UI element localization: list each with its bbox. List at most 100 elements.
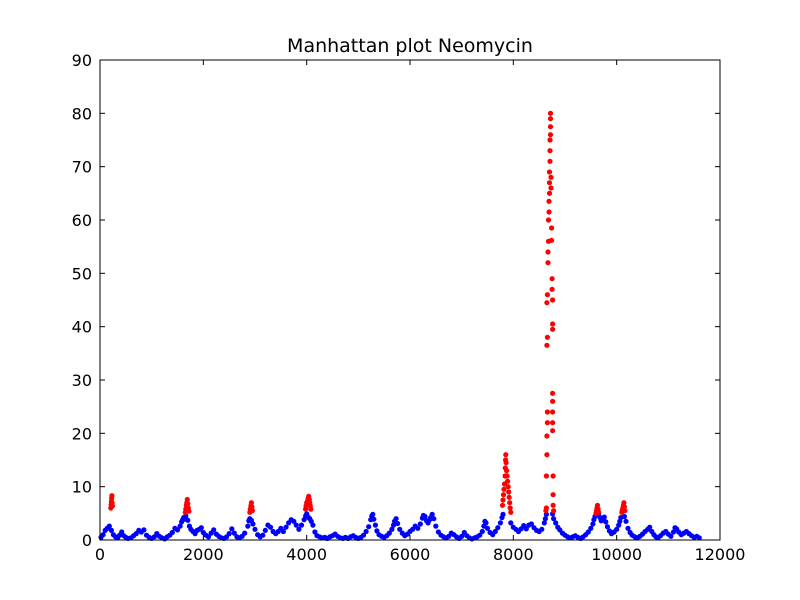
axis-ticks [99, 59, 721, 541]
data-point [505, 478, 511, 484]
x-tick-label: 6000 [390, 545, 431, 564]
data-point [459, 533, 465, 539]
data-point [229, 526, 235, 532]
data-point [550, 297, 556, 303]
data-point [262, 527, 268, 534]
data-point [601, 514, 607, 520]
data-point [550, 326, 556, 332]
x-tick-label: 10000 [591, 545, 642, 564]
data-point [252, 526, 258, 532]
data-point [422, 513, 428, 520]
data-point [250, 521, 256, 527]
data-point [293, 522, 299, 528]
data-point [503, 460, 509, 466]
data-point [542, 516, 549, 522]
data-point [547, 132, 554, 138]
y-tick-label: 40 [72, 318, 92, 337]
data-point [623, 518, 629, 524]
data-point [506, 494, 512, 500]
y-tick-label: 80 [72, 104, 92, 123]
data-point [548, 174, 554, 180]
data-point [109, 493, 115, 499]
data-point [604, 524, 611, 530]
data-point [585, 529, 591, 535]
data-point [177, 523, 183, 529]
data-point [483, 520, 489, 526]
data-point [546, 169, 553, 175]
data-point [395, 520, 401, 527]
data-point [429, 511, 435, 517]
data-point [495, 525, 501, 531]
data-point [539, 526, 545, 532]
data-point [549, 286, 555, 292]
data-point [231, 530, 237, 536]
data-point [614, 526, 620, 532]
data-point [621, 500, 627, 506]
data-point [507, 505, 513, 511]
data-point [249, 504, 255, 510]
data-point [389, 526, 395, 532]
y-tick-label: 90 [72, 51, 92, 70]
data-point [245, 523, 251, 529]
data-point [310, 522, 316, 528]
data-point [603, 519, 609, 525]
data-point [544, 452, 550, 458]
data-point [670, 529, 677, 535]
x-tick-label: 4000 [286, 545, 327, 564]
data-point [308, 506, 314, 512]
data-point [504, 468, 510, 474]
data-point [501, 486, 507, 492]
data-point [596, 509, 602, 515]
y-tick-label: 30 [72, 371, 92, 390]
data-point [550, 492, 556, 498]
data-point [249, 508, 255, 514]
data-point [248, 500, 254, 506]
data-point [360, 532, 367, 538]
data-point [226, 531, 232, 537]
axis-tick-labels: 0 2000 4000 6000 8000 10000 12000 0 10 20 30 40 50 60… [72, 51, 746, 564]
data-point [545, 217, 552, 223]
data-point [433, 523, 439, 529]
data-point [553, 520, 559, 526]
x-tick-label: 12000 [695, 545, 746, 564]
data-point [417, 521, 423, 527]
data-point [507, 500, 513, 506]
y-tick-label: 0 [82, 531, 92, 550]
data-point [546, 198, 552, 204]
data-point [588, 525, 594, 531]
data-point [174, 527, 181, 533]
data-point [477, 532, 483, 538]
data-point [363, 528, 369, 535]
series-above-threshold [108, 110, 628, 516]
data-point [504, 473, 510, 479]
data-point [508, 509, 514, 515]
x-tick-label: 8000 [493, 545, 534, 564]
data-point [500, 497, 506, 503]
data-point [109, 503, 115, 509]
data-point [484, 525, 491, 531]
data-point [185, 517, 191, 523]
data-point [547, 137, 553, 143]
data-point [647, 524, 653, 530]
data-point [291, 518, 297, 524]
data-point [547, 158, 553, 164]
data-point [500, 492, 507, 498]
x-tick-label: 2000 [183, 545, 224, 564]
data-point [549, 225, 555, 231]
data-point [508, 520, 514, 526]
data-point [386, 530, 392, 536]
data-point [296, 526, 302, 532]
data-point [108, 527, 114, 534]
data-point [545, 249, 551, 255]
data-point [393, 516, 399, 522]
chart-title: Manhattan plot Neomycin [287, 35, 533, 57]
data-point [505, 484, 511, 490]
data-point [541, 520, 547, 526]
data-point [499, 502, 506, 508]
data-point [260, 532, 266, 538]
data-point [186, 508, 192, 514]
data-point [497, 520, 503, 526]
data-point [549, 276, 555, 282]
data-point [106, 523, 112, 529]
data-point [544, 409, 551, 415]
